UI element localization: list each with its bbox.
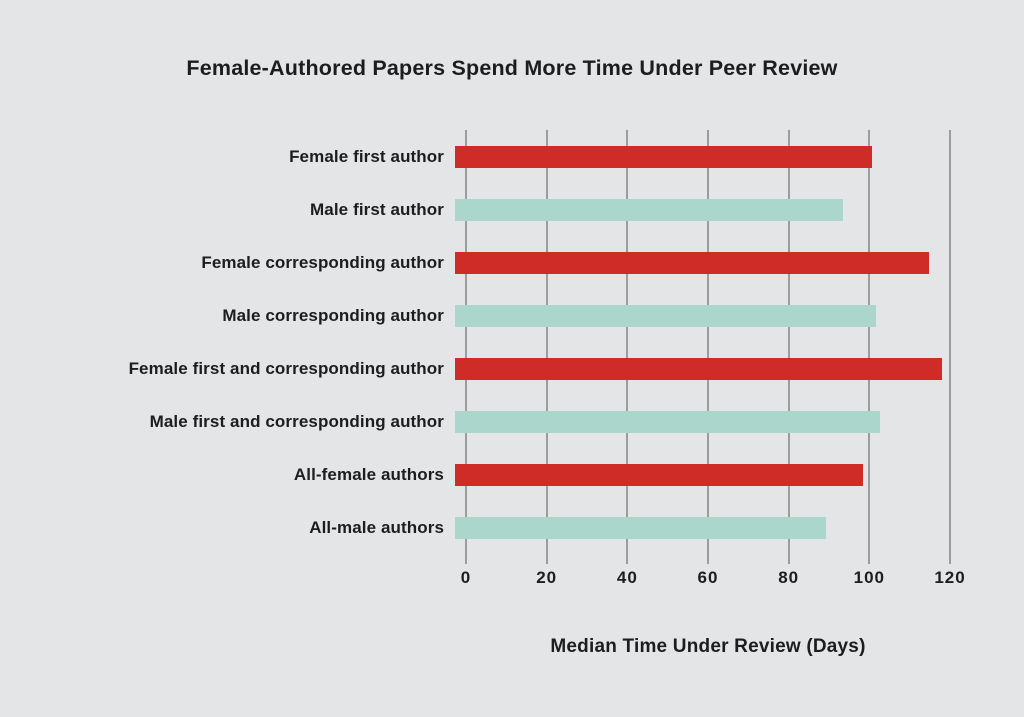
gridline <box>949 130 951 564</box>
bar-row: Male corresponding author <box>0 289 950 342</box>
bar-label: Male corresponding author <box>222 305 444 325</box>
x-axis-ticks: 0 20 40 60 80 100 120 <box>461 568 965 590</box>
bar-row: Male first and corresponding author <box>0 395 950 448</box>
bar <box>455 357 942 380</box>
bar-track <box>455 198 950 221</box>
bar-label: All-male authors <box>309 517 444 537</box>
gridline <box>787 130 790 564</box>
bar-track <box>455 410 950 433</box>
x-tick-label: 80 <box>778 568 800 587</box>
bar <box>455 463 864 486</box>
bar <box>455 145 872 168</box>
bar-label: Female corresponding author <box>201 252 444 272</box>
bar-row: All-female authors <box>0 448 950 501</box>
gridline <box>868 130 871 564</box>
bar-label: Female first and corresponding author <box>128 358 444 378</box>
bar-track <box>455 463 950 486</box>
bar-track <box>455 145 950 168</box>
gridline <box>545 130 548 564</box>
bar <box>455 251 930 274</box>
bar-track <box>455 357 950 380</box>
x-tick-label: 0 <box>460 568 472 587</box>
bar <box>455 304 876 327</box>
gridline <box>707 130 709 564</box>
x-tick-label: 120 <box>934 568 966 587</box>
gridline <box>626 130 629 564</box>
bar-track <box>455 516 950 539</box>
bar-track <box>455 251 950 274</box>
bar-label: Female first author <box>289 146 444 166</box>
bar <box>455 410 880 433</box>
x-tick-label: 100 <box>853 568 886 587</box>
bar-rows: Female first author Male first author Fema… <box>0 130 950 554</box>
bar-row: Female first author <box>0 130 950 183</box>
bar-row: All-male authors <box>0 501 950 554</box>
gridlines <box>465 130 951 564</box>
bar-label: Male first and corresponding author <box>149 411 444 431</box>
gridline <box>465 130 467 564</box>
bar <box>455 198 843 221</box>
x-tick-label: 60 <box>697 568 719 587</box>
bar-row: Female corresponding author <box>0 236 950 289</box>
bar-row: Male first author <box>0 183 950 236</box>
bar <box>455 516 827 539</box>
x-axis-label: Median Time Under Review (Days) <box>550 636 866 657</box>
bar-label: All-female authors <box>293 464 444 484</box>
bar-row: Female first and corresponding author <box>0 342 950 395</box>
bar-label: Male first author <box>310 199 444 219</box>
bar-track <box>455 304 950 327</box>
chart-title: Female-Authored Papers Spend More Time U… <box>186 56 838 80</box>
x-tick-label: 20 <box>536 568 558 587</box>
x-tick-label: 40 <box>616 568 638 587</box>
